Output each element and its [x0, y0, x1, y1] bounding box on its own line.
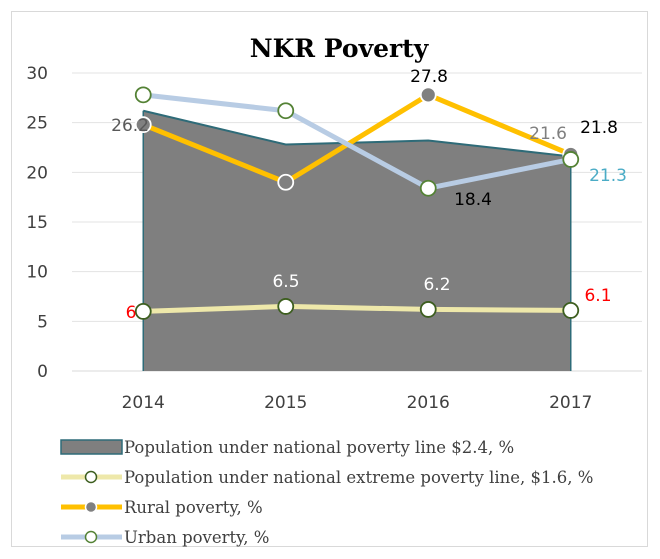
- rural-poverty-line: [140, 92, 574, 185]
- legend-label: Population under national poverty line $…: [124, 438, 514, 457]
- y-tick-label: 25: [26, 114, 48, 134]
- data-labels: 26.2 21.6 6 6.5 6.2 6.1 27.8 21.8 18.4 21.3: [111, 67, 627, 323]
- legend-item: Urban poverty, %: [61, 528, 269, 547]
- extreme-poverty-line: [140, 303, 574, 314]
- legend-label: Urban poverty, %: [124, 528, 269, 547]
- y-tick-label: 20: [26, 163, 48, 183]
- urban-poverty-point: [277, 102, 295, 120]
- rural-poverty-point: [277, 173, 295, 191]
- urban-poverty-point: [134, 86, 152, 104]
- rural-poverty-point: [419, 86, 437, 104]
- legend-label: Rural poverty, %: [124, 498, 263, 517]
- data-label: 21.6: [529, 124, 567, 144]
- data-label: 6.1: [584, 286, 611, 306]
- extreme-poverty-point: [562, 302, 580, 319]
- urban-poverty-line: [140, 92, 574, 191]
- legend-swatch-marker: [84, 530, 98, 544]
- x-tick-label: 2016: [407, 393, 450, 413]
- y-tick-label: 30: [26, 64, 48, 84]
- legend-item: Population under national poverty line $…: [60, 438, 514, 457]
- area-poverty-line-edge: [143, 109, 571, 158]
- y-tick-label: 0: [37, 362, 48, 382]
- x-axis: 2014 2015 2016 2017: [122, 393, 593, 413]
- legend-item: Rural poverty, %: [61, 498, 263, 517]
- y-tick-label: 15: [26, 213, 48, 233]
- legend-swatch-marker: [84, 470, 98, 484]
- plot-area: [134, 86, 580, 371]
- legend-item: Population under national extreme povert…: [61, 468, 593, 487]
- extreme-poverty-point: [134, 302, 152, 320]
- data-label: 18.4: [454, 190, 492, 210]
- x-tick-label: 2017: [549, 393, 592, 413]
- y-tick-label: 10: [26, 263, 48, 283]
- rural-poverty-point: [134, 116, 152, 134]
- urban-poverty-point: [562, 151, 580, 168]
- data-label: 26.2: [111, 116, 149, 136]
- data-label: 21.8: [580, 118, 618, 138]
- legend: Population under national poverty line $…: [60, 438, 593, 547]
- data-label: 6.2: [423, 275, 450, 295]
- legend-label: Population under national extreme povert…: [124, 468, 593, 487]
- extreme-poverty-point: [277, 298, 295, 315]
- y-tick-label: 5: [37, 312, 48, 332]
- data-label: 6.5: [272, 272, 299, 292]
- urban-poverty-point: [419, 179, 437, 197]
- legend-swatch-area: [60, 439, 123, 455]
- data-label: 21.3: [589, 166, 627, 186]
- x-tick-label: 2015: [264, 393, 307, 413]
- data-label: 6: [126, 303, 137, 323]
- y-axis: 0 5 10 15 20 25 30: [26, 64, 48, 382]
- extreme-poverty-point: [419, 301, 437, 318]
- legend-swatch-marker: [84, 500, 98, 514]
- data-label: 27.8: [410, 67, 448, 87]
- x-tick-label: 2014: [122, 393, 165, 413]
- chart-title: NKR Poverty: [250, 34, 430, 63]
